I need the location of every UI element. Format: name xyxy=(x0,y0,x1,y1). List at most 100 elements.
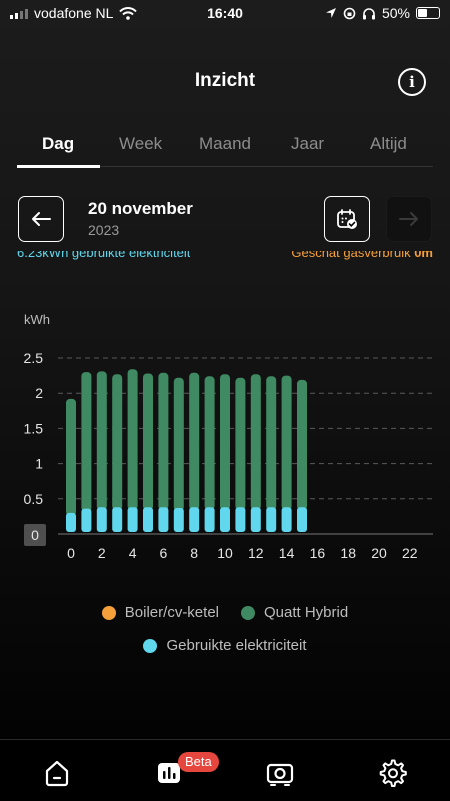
status-time: 16:40 xyxy=(207,5,243,21)
tab-altijd[interactable]: Altijd xyxy=(370,134,407,153)
y-zero-highlight xyxy=(24,524,46,546)
x-tick-label: 10 xyxy=(217,545,233,561)
x-tick-label: 8 xyxy=(190,545,198,561)
electricity-summary: 6.23kWh gebruikte elektriciteit xyxy=(17,251,191,260)
legend-electricity-dot xyxy=(143,638,158,653)
bar-quatt-hybrid xyxy=(173,377,184,511)
tab-week[interactable]: Week xyxy=(119,134,163,153)
legend-boiler[interactable]: Boiler/cv-ketel xyxy=(101,604,219,621)
legend: Boiler/cv-ketel Quatt Hybrid Gebruikte e… xyxy=(0,604,450,654)
status-left: vodafone NL xyxy=(10,5,138,21)
x-tick-label: 4 xyxy=(129,545,137,561)
bar-electricity xyxy=(235,507,246,532)
next-day-button[interactable] xyxy=(386,196,432,242)
tab-maand[interactable]: Maand xyxy=(199,134,251,153)
x-tick-label: 12 xyxy=(248,545,264,561)
date-year: 2023 xyxy=(88,222,120,238)
legend-boiler-label: Boiler/cv-ketel xyxy=(124,604,219,621)
y-axis-unit: kWh xyxy=(24,312,50,327)
bar-electricity xyxy=(173,507,184,532)
bar-quatt-hybrid xyxy=(112,374,123,511)
y-tick-label: 1.5 xyxy=(24,420,44,436)
gear-icon[interactable] xyxy=(378,758,408,788)
bar-quatt-hybrid xyxy=(143,373,153,511)
info-icon[interactable]: i xyxy=(398,68,426,96)
headphones-icon xyxy=(362,7,375,19)
carrier-label: vodafone NL xyxy=(34,5,114,21)
date-title: 20 november xyxy=(88,199,193,218)
heat-pump-icon[interactable] xyxy=(265,758,295,788)
bar-quatt-hybrid xyxy=(220,374,230,511)
y-tick-label: 2.5 xyxy=(24,350,44,366)
signal-icon xyxy=(10,8,28,19)
bar-electricity xyxy=(96,507,107,532)
bar-electricity xyxy=(220,507,230,532)
legend-electricity-label: Gebruikte elektriciteit xyxy=(166,637,307,654)
bar-electricity xyxy=(189,507,200,532)
y-tick-label: 0.5 xyxy=(24,491,44,507)
bar-electricity xyxy=(66,512,76,532)
legend-hybrid-dot xyxy=(241,605,255,620)
bar-electricity xyxy=(281,507,292,532)
location-icon xyxy=(325,8,336,18)
rotation-lock-icon xyxy=(343,7,356,19)
wifi-icon xyxy=(119,6,138,20)
period-tabs: Dag Week Maand Jaar Altijd xyxy=(17,130,433,168)
y-tick-label: 2 xyxy=(35,385,43,401)
battery-icon xyxy=(416,7,440,19)
gas-summary: Geschat gasverbruik 0m xyxy=(291,251,433,263)
bar-quatt-hybrid xyxy=(81,372,92,512)
arrow-right-icon xyxy=(399,212,418,226)
bar-quatt-hybrid xyxy=(297,379,307,511)
bar-electricity xyxy=(143,507,153,532)
legend-boiler-dot xyxy=(101,605,116,620)
bar-electricity xyxy=(204,507,215,532)
bar-electricity xyxy=(266,507,277,532)
tab-dag[interactable]: Dag xyxy=(42,134,75,153)
gas-summary-value: 0m xyxy=(414,251,433,260)
bar-electricity xyxy=(81,508,92,532)
x-tick-label: 22 xyxy=(402,545,418,561)
tab-jaar[interactable]: Jaar xyxy=(291,134,325,153)
battery-label: 50% xyxy=(381,5,410,21)
bar-electricity xyxy=(127,507,138,532)
status-right: 50% xyxy=(325,5,440,21)
active-tab-indicator xyxy=(17,165,100,168)
x-tick-label: 2 xyxy=(98,545,106,561)
bar-electricity xyxy=(158,507,169,532)
previous-day-button[interactable] xyxy=(18,196,64,242)
x-tick-label: 18 xyxy=(340,545,356,561)
bar-quatt-hybrid xyxy=(204,376,215,511)
bar-electricity xyxy=(297,507,307,532)
header: Inzicht i xyxy=(0,66,450,96)
y-tick-label: 1 xyxy=(35,456,43,472)
legend-hybrid[interactable]: Quatt Hybrid xyxy=(241,604,348,621)
calendar-button[interactable] xyxy=(324,196,370,242)
status-bar: vodafone NL 16:40 50% xyxy=(0,0,450,26)
legend-electricity[interactable]: Gebruikte elektriciteit xyxy=(143,637,307,654)
page-title: Inzicht xyxy=(194,70,256,91)
bar-quatt-hybrid xyxy=(189,372,200,511)
bar-quatt-hybrid xyxy=(127,369,138,511)
bottom-navigation: Beta xyxy=(0,739,450,801)
x-tick-label: 14 xyxy=(279,545,295,561)
bar-electricity xyxy=(250,507,261,532)
bar-quatt-hybrid xyxy=(66,398,76,516)
energy-bar-chart: 0 0.5 1 1.5 2 2.5 0 2 4 6 8 10 12 14 16 18 20 22 xyxy=(24,350,433,561)
bar-quatt-hybrid xyxy=(235,377,246,511)
x-tick-label: 6 xyxy=(160,545,168,561)
bar-quatt-hybrid xyxy=(281,375,292,511)
bar-quatt-hybrid xyxy=(266,376,277,511)
insight-icon[interactable] xyxy=(155,758,185,788)
bar-quatt-hybrid xyxy=(158,372,169,511)
y-tick-label: 0 xyxy=(31,527,39,543)
calendar-icon xyxy=(337,209,357,229)
legend-hybrid-label: Quatt Hybrid xyxy=(264,604,349,621)
bar-quatt-hybrid xyxy=(250,374,261,511)
x-tick-label: 20 xyxy=(371,545,387,561)
x-tick-label: 0 xyxy=(67,545,75,561)
beta-badge: Beta xyxy=(178,752,219,772)
x-tick-label: 16 xyxy=(310,545,326,561)
home-icon[interactable] xyxy=(42,758,72,788)
bar-electricity xyxy=(112,507,123,532)
